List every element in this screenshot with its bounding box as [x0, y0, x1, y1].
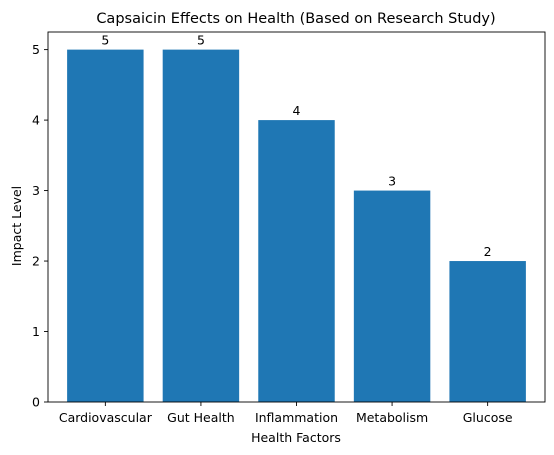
chart-title: Capsaicin Effects on Health (Based on Re… — [96, 11, 495, 27]
y-tick-label: 3 — [32, 183, 40, 198]
x-tick-label: Cardiovascular — [59, 410, 153, 425]
bar-labels-group: 5 5 4 3 2 — [101, 33, 491, 259]
bar-value-label: 2 — [484, 244, 492, 259]
bars-group — [67, 49, 526, 402]
x-tick-label: Glucose — [463, 410, 513, 425]
bar-inflammation — [258, 120, 335, 402]
y-tick-label: 0 — [32, 395, 40, 410]
y-tick-label: 5 — [32, 42, 40, 57]
y-axis-ticks: 0 1 2 3 4 5 — [32, 42, 48, 410]
bar-glucose — [449, 261, 526, 402]
y-axis-label: Impact Level — [9, 186, 24, 266]
x-tick-label: Metabolism — [356, 410, 428, 425]
y-tick-label: 1 — [32, 324, 40, 339]
x-axis-ticks: Cardiovascular Gut Health Inflammation Meta… — [59, 402, 513, 425]
bar-metabolism — [353, 190, 431, 402]
bar-value-label: 5 — [101, 33, 109, 48]
plot-area-frame — [47, 31, 546, 403]
x-tick-label: Inflammation — [255, 410, 338, 425]
bar-value-label: 3 — [388, 174, 396, 189]
y-tick-label: 2 — [32, 254, 40, 269]
x-tick-label: Gut Health — [167, 410, 235, 425]
bar-cardiovascular — [67, 49, 144, 402]
x-axis-label: Health Factors — [251, 430, 341, 445]
bar-gut-health — [162, 49, 240, 402]
bar-value-label: 4 — [293, 103, 301, 118]
bar-value-label: 5 — [197, 33, 205, 48]
y-tick-label: 4 — [32, 113, 40, 128]
